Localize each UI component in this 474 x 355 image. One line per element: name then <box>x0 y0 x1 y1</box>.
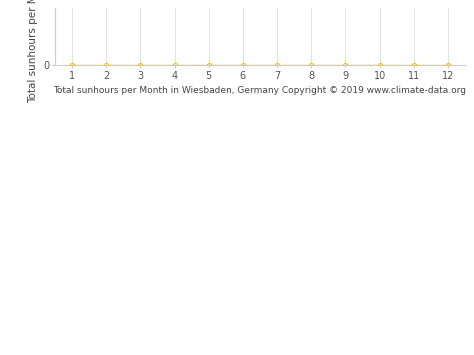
X-axis label: Total sunhours per Month in Wiesbaden, Germany Copyright © 2019 www.climate-data: Total sunhours per Month in Wiesbaden, G… <box>54 86 466 95</box>
Y-axis label: Total sunhours per Month: Total sunhours per Month <box>28 0 38 103</box>
